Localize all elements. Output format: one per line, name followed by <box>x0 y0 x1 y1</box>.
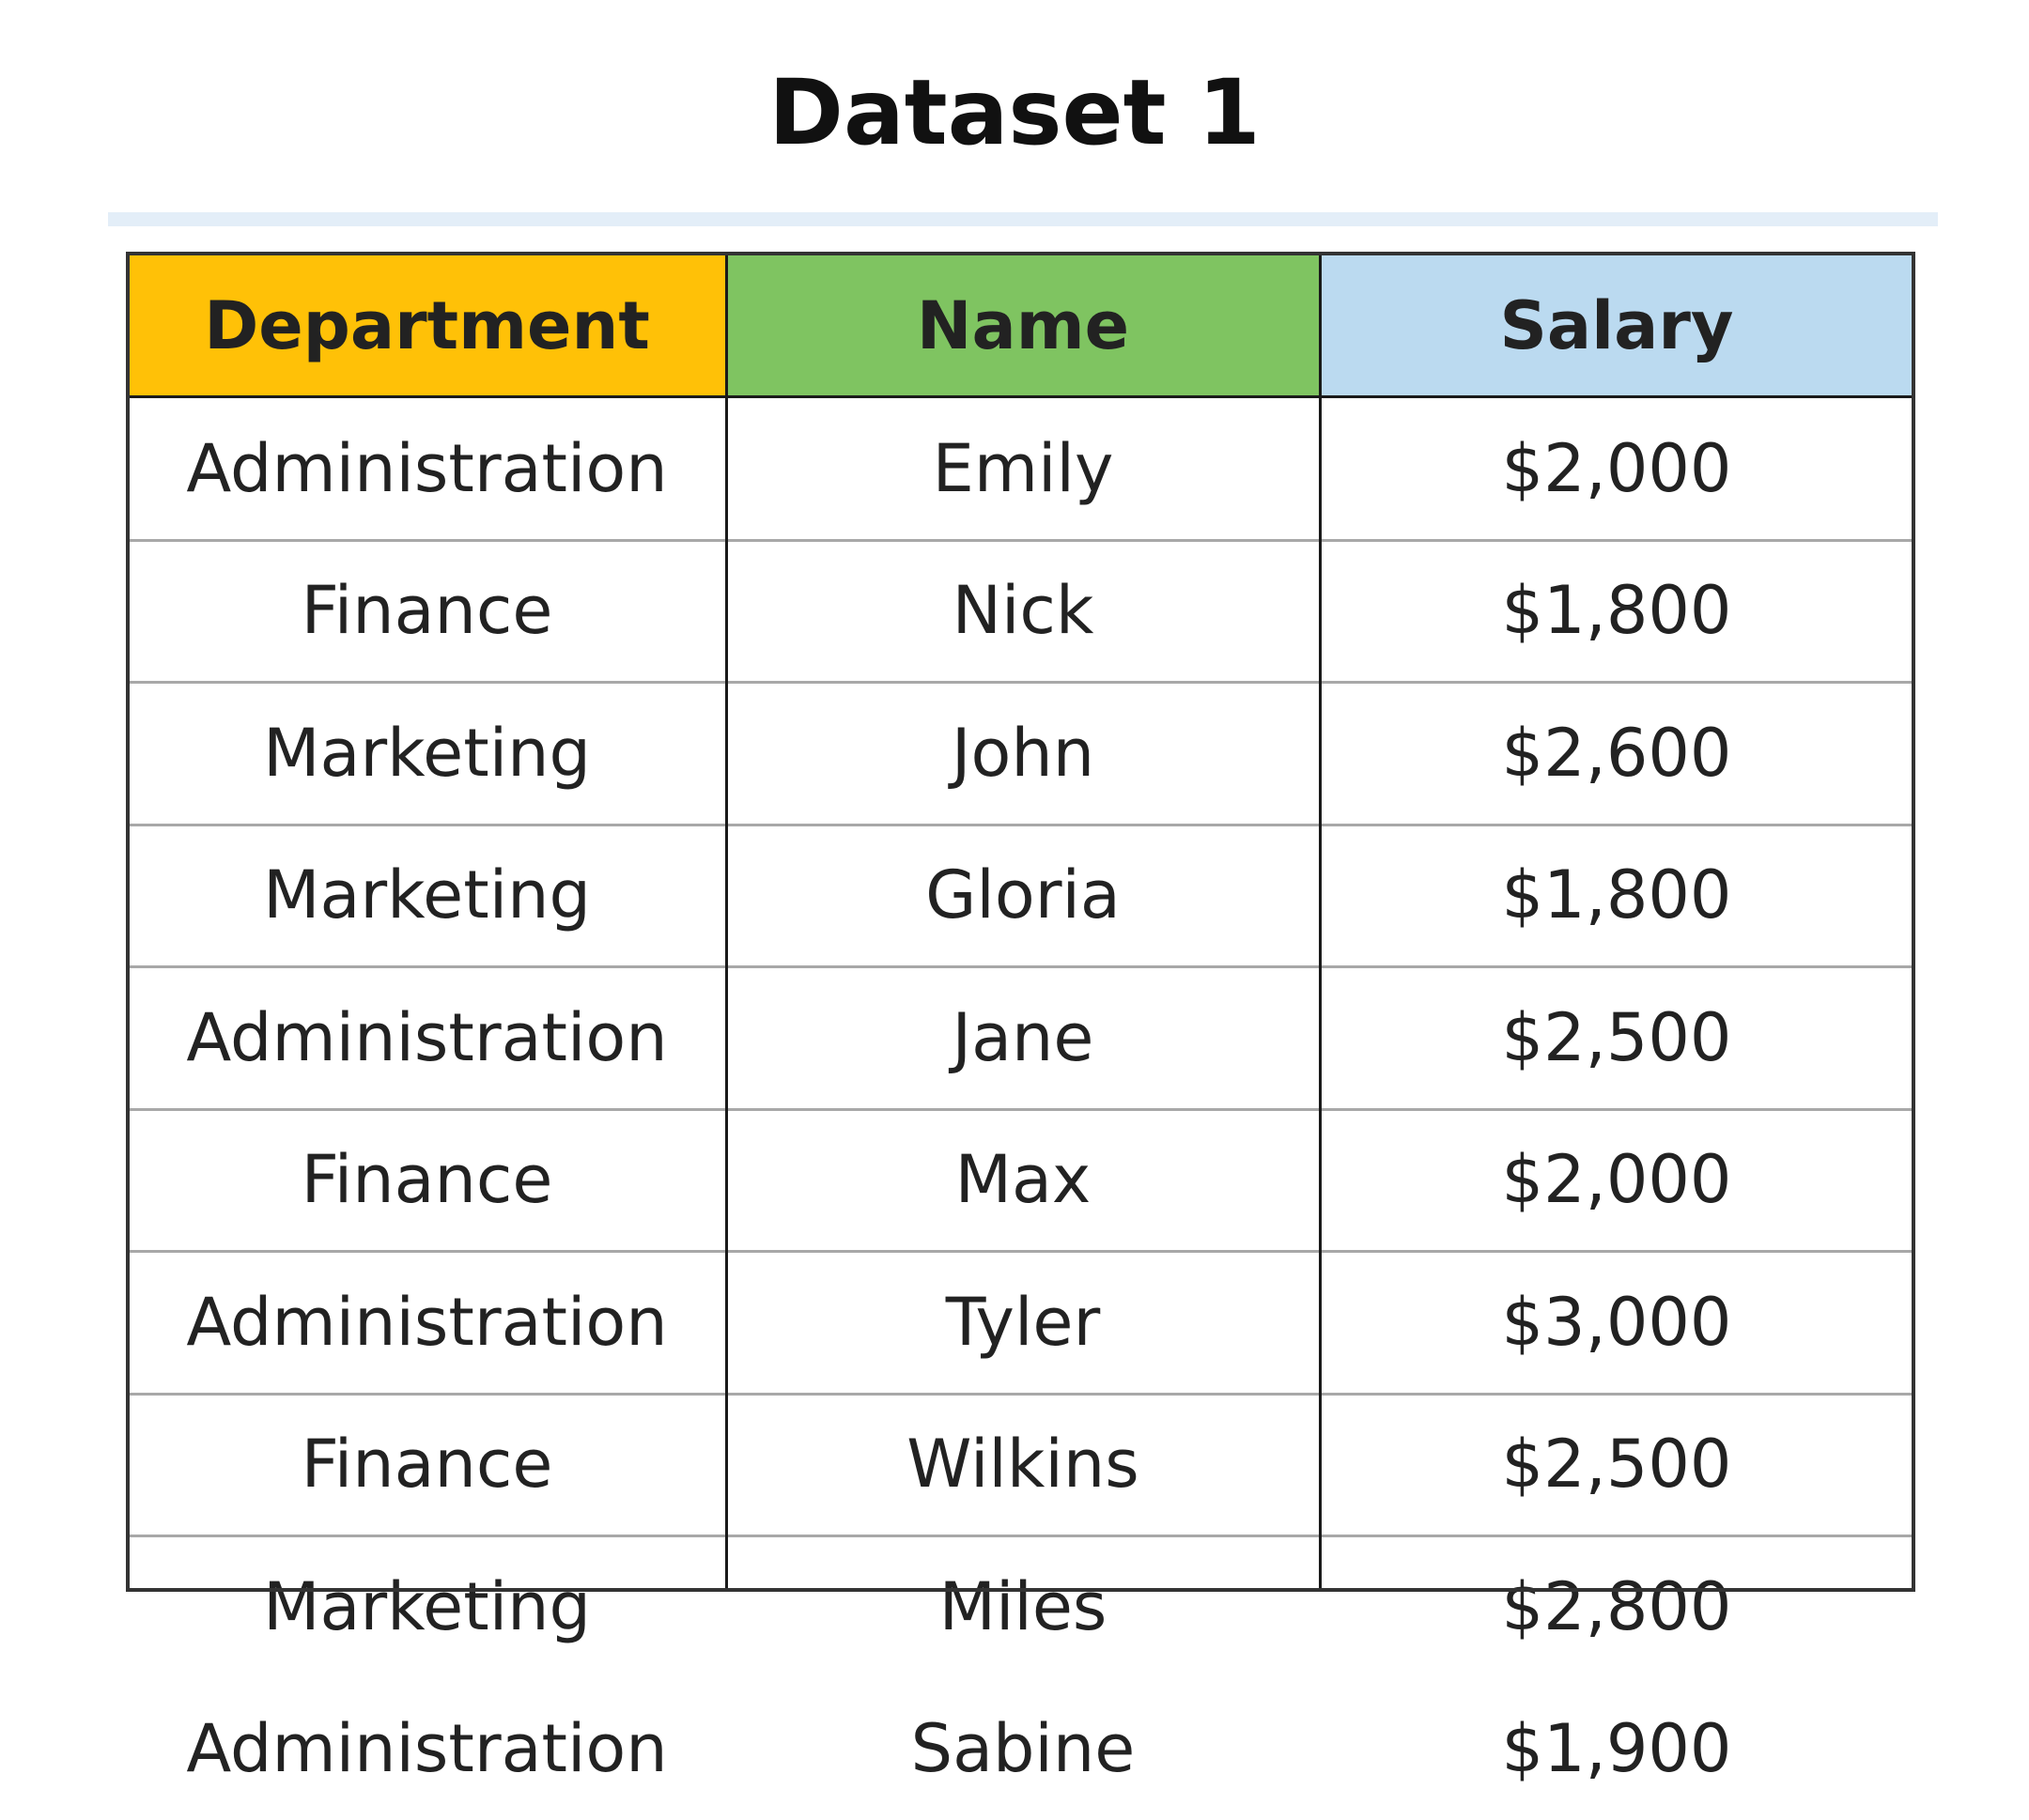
title-divider <box>108 212 1938 226</box>
cell-salary: $1,900 <box>1320 1678 1913 1820</box>
table-frame <box>126 252 1915 1592</box>
cell-name: Sabine <box>726 1678 1320 1820</box>
chart-title: Dataset 1 <box>0 56 2029 169</box>
cell-department: Administration <box>128 1678 726 1820</box>
